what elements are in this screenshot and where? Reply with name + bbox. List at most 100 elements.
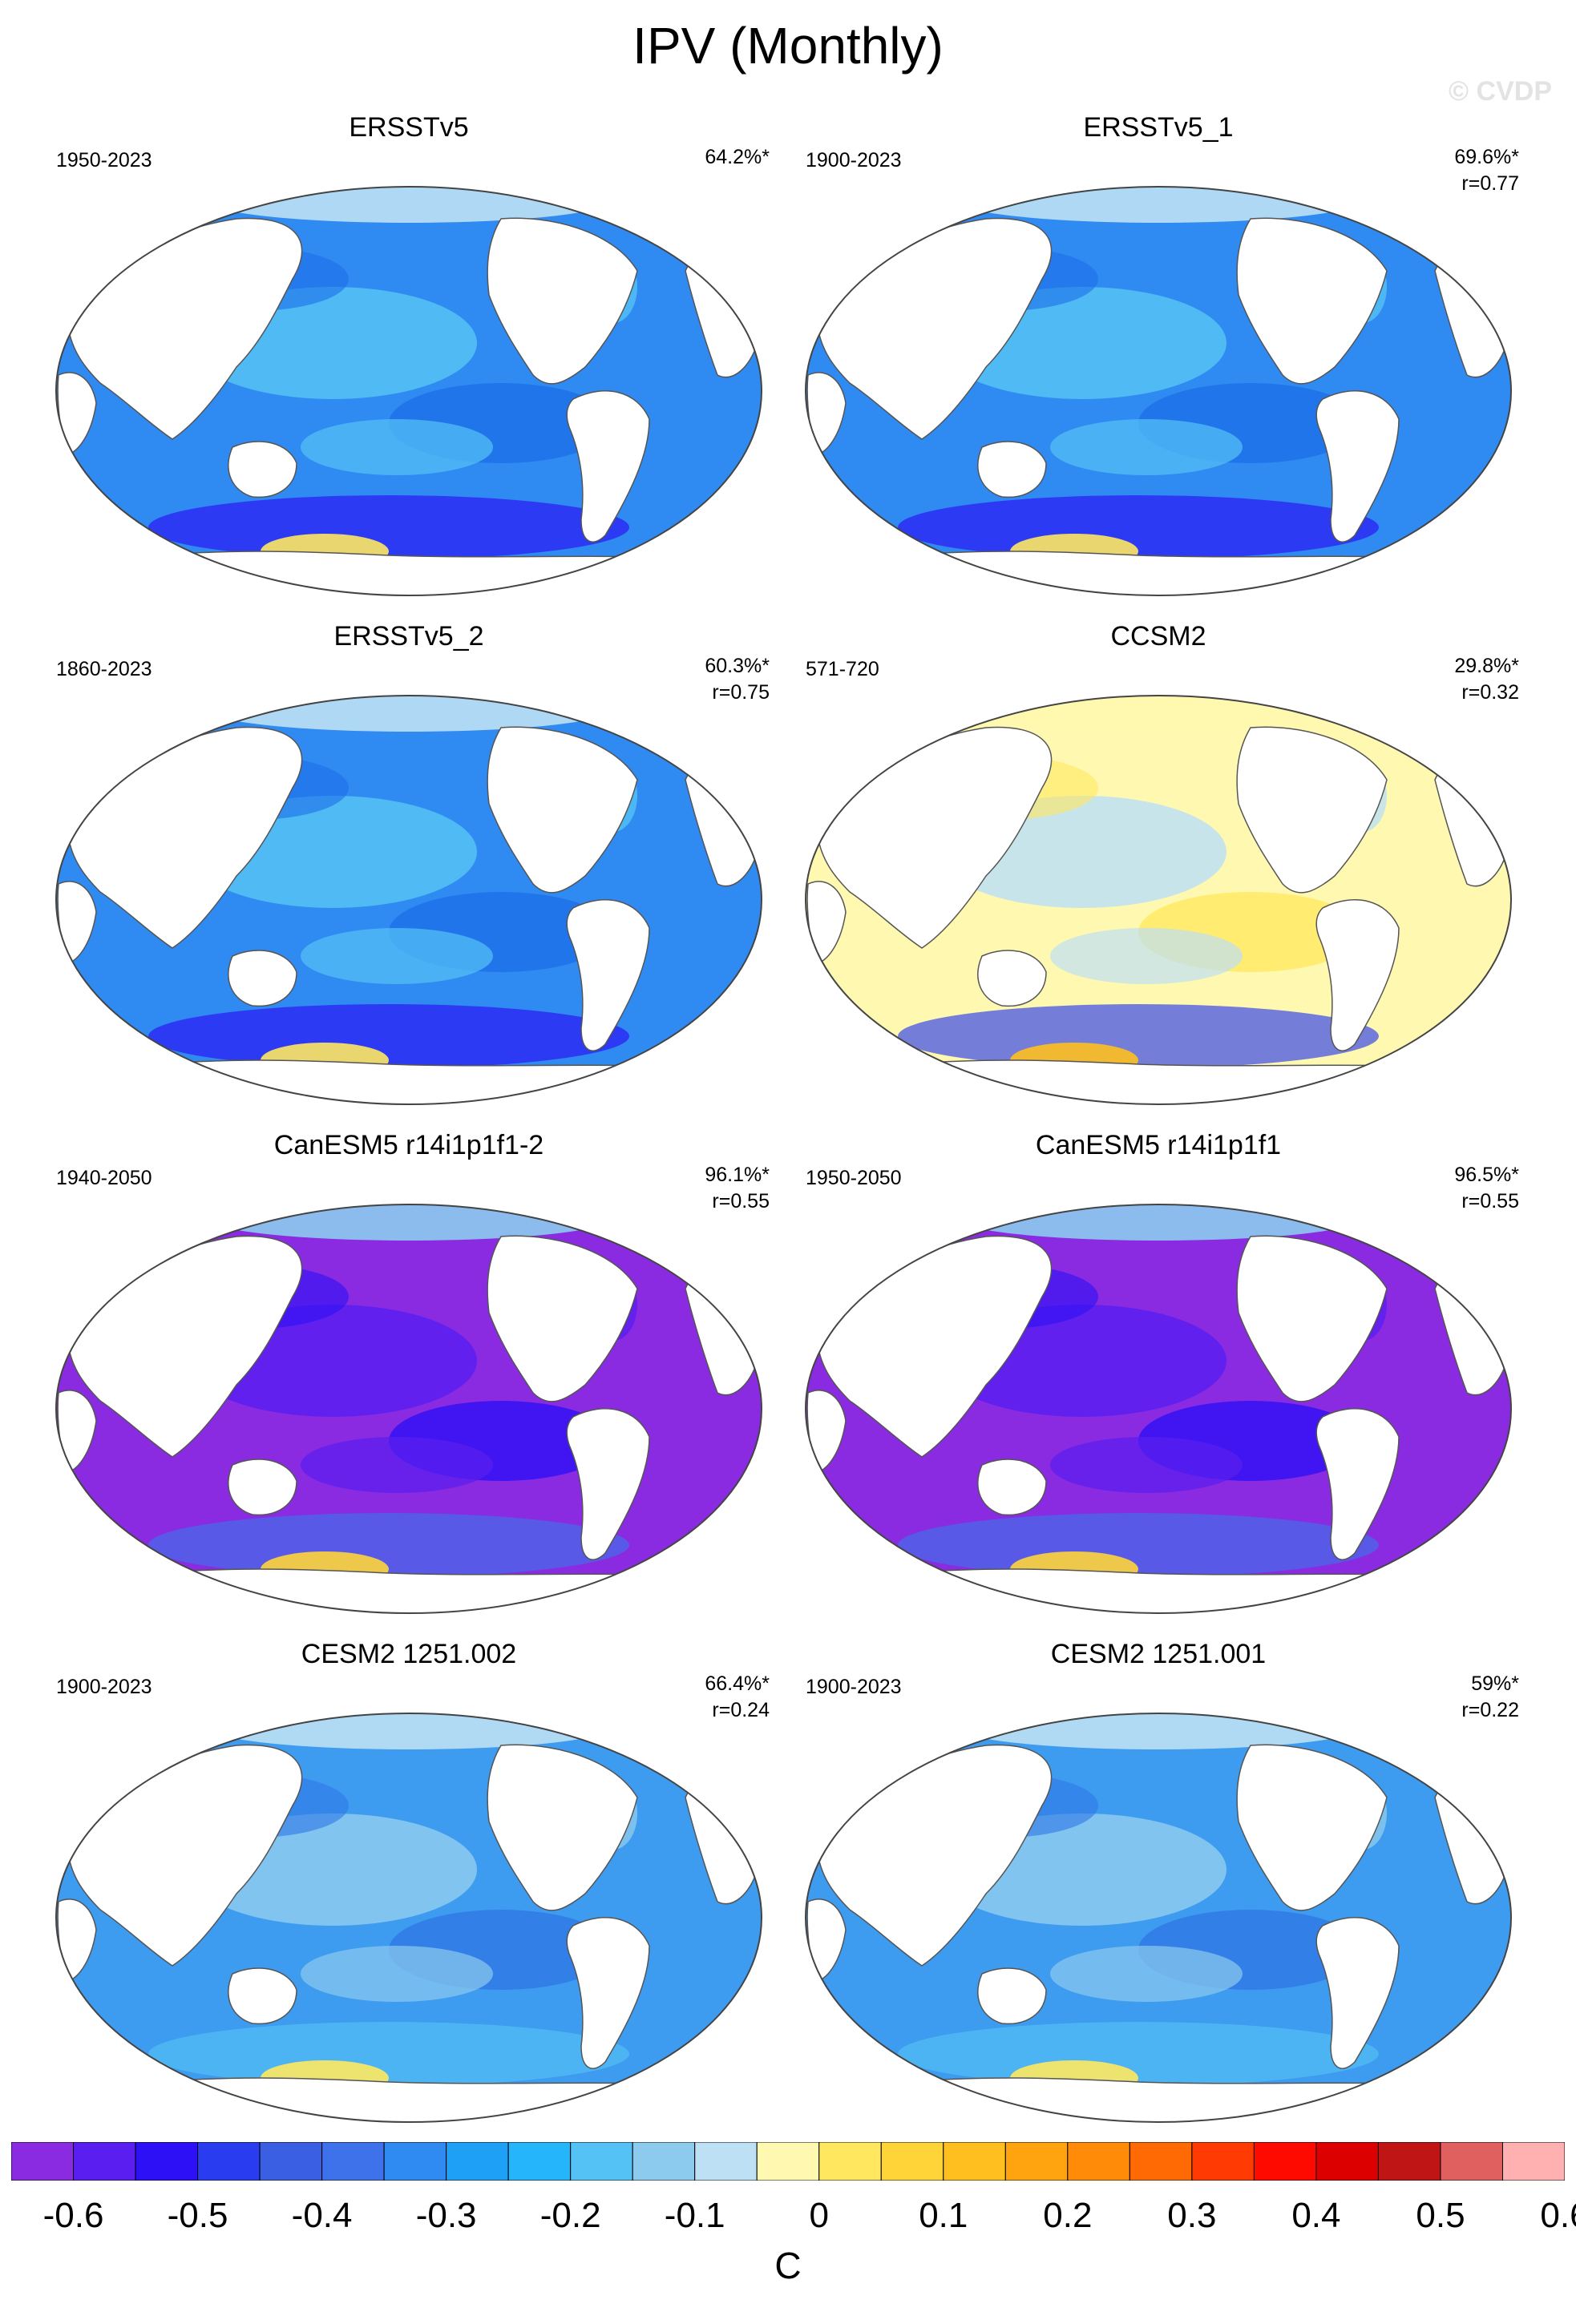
panel-stats: 96.1%* r=0.55	[705, 1162, 770, 1215]
anomaly-region	[148, 1513, 629, 1577]
ocean-field	[806, 1204, 1511, 1613]
colorbar-segment	[818, 2142, 882, 2181]
map-outline	[805, 1204, 1512, 1614]
panel-correlation: r=0.77	[1461, 172, 1519, 195]
ocean-field	[806, 1713, 1511, 2122]
colorbar-segment	[259, 2142, 323, 2181]
australia-landmass	[228, 950, 297, 1007]
panel-correlation: r=0.55	[1461, 1190, 1519, 1212]
panel-stats: 96.5%* r=0.55	[1454, 1162, 1519, 1215]
africa-landmass	[57, 1390, 97, 1474]
ocean-field	[56, 1713, 762, 2122]
world-map	[805, 186, 1512, 596]
panel-correlation: r=0.24	[712, 1699, 770, 1721]
colorbar-segment	[446, 2142, 509, 2181]
panel-title: CESM2 1251.002	[301, 1639, 517, 1669]
map-outline	[805, 1713, 1512, 2123]
north-america-landmass	[487, 1235, 638, 1402]
map-outline	[55, 1713, 762, 2123]
map-outline	[55, 695, 762, 1105]
colorbar-segment	[1191, 2142, 1255, 2181]
panel-stats: 29.8%* r=0.32	[1454, 653, 1519, 706]
colorbar-tick-label: 0.2	[1043, 2196, 1093, 2235]
panel-years: 571-720	[806, 658, 879, 680]
map-panel: CESM2 1251.001 1900-2023 59%* r=0.22	[782, 1639, 1535, 2136]
world-map	[805, 695, 1512, 1105]
world-map	[55, 1204, 762, 1614]
africa-landmass	[57, 372, 97, 456]
panel-percent: 69.6%*	[1454, 146, 1519, 168]
colorbar-segment	[11, 2142, 75, 2181]
map-panel: CCSM2 571-720 29.8%* r=0.32	[782, 621, 1535, 1118]
map-panel: CESM2 1251.002 1900-2023 66.4%* r=0.24	[32, 1639, 786, 2136]
colorbar-segment	[756, 2142, 820, 2181]
cvdp-watermark: © CVDP	[1449, 76, 1552, 107]
africa-landmass	[57, 881, 97, 965]
anomaly-region	[148, 495, 629, 559]
colorbar-tick-label: -0.4	[291, 2196, 353, 2235]
colorbar-segment	[1253, 2142, 1317, 2181]
anomaly-region	[950, 1713, 1367, 1749]
panel-percent: 29.8%*	[1454, 655, 1519, 677]
colorbar	[11, 2142, 1565, 2181]
panel-title: ERSSTv5	[349, 112, 469, 143]
map-panel: ERSSTv5 1950-2023 64.2%*	[32, 112, 786, 609]
colorbar-segment	[880, 2142, 944, 2181]
ocean-field	[56, 1204, 762, 1613]
ocean-field	[806, 696, 1511, 1104]
figure-title: IPV (Monthly)	[632, 17, 944, 75]
ocean-field	[56, 187, 762, 595]
north-america-landmass	[487, 1744, 638, 1911]
ocean-field	[806, 187, 1511, 595]
anomaly-region	[898, 2022, 1379, 2086]
anomaly-region	[1050, 419, 1243, 475]
colorbar-tick-label: 0.3	[1167, 2196, 1217, 2235]
anomaly-region	[950, 696, 1367, 732]
north-america-landmass	[1236, 217, 1388, 385]
colorbar-tick-label: -0.5	[167, 2196, 228, 2235]
colorbar-segment	[1377, 2142, 1441, 2181]
anomaly-region	[200, 187, 617, 223]
panel-stats: 66.4%* r=0.24	[705, 1671, 770, 1724]
anomaly-region	[301, 1437, 493, 1493]
colorbar-labels: -0.6 -0.5 -0.4 -0.3 -0.2 -0.1 0 0.1 0.2 0.3 0.4 0.5…	[0, 2196, 1576, 2244]
panel-title: CanESM5 r14i1p1f1	[1035, 1130, 1282, 1160]
australia-landmass	[977, 1967, 1047, 2025]
panel-years: 1940-2050	[56, 1167, 152, 1189]
colorbar-tick-label: -0.6	[42, 2196, 104, 2235]
south-america-landmass	[566, 1408, 650, 1560]
panel-correlation: r=0.55	[712, 1190, 770, 1212]
south-america-landmass	[1315, 1408, 1400, 1560]
antarctica-landmass	[871, 1059, 1444, 1104]
antarctica-landmass	[122, 1568, 694, 1613]
panel-stats: 69.6%* r=0.77	[1454, 144, 1519, 197]
anomaly-region	[950, 1204, 1367, 1241]
colorbar-segment	[632, 2142, 696, 2181]
panel-correlation: r=0.75	[712, 681, 770, 704]
colorbar-segment	[943, 2142, 1006, 2181]
colorbar-segment	[1004, 2142, 1069, 2181]
colorbar-segment	[1067, 2142, 1130, 2181]
colorbar-tick-label: 0.1	[919, 2196, 968, 2235]
panel-percent: 59%*	[1471, 1672, 1519, 1695]
antarctica-landmass	[871, 1568, 1444, 1613]
colorbar-tick-label: -0.2	[539, 2196, 601, 2235]
panel-years: 1900-2023	[56, 1676, 152, 1698]
map-outline	[805, 695, 1512, 1105]
colorbar-segment	[1315, 2142, 1379, 2181]
panel-title: CCSM2	[1110, 621, 1206, 652]
colorbar-segment	[321, 2142, 385, 2181]
panel-percent: 96.1%*	[705, 1164, 770, 1186]
panel-percent: 64.2%*	[705, 146, 770, 168]
anomaly-region	[898, 1004, 1379, 1068]
australia-landmass	[977, 441, 1047, 498]
south-america-landmass	[566, 390, 650, 543]
colorbar-segment	[1129, 2142, 1193, 2181]
anomaly-region	[1050, 1946, 1243, 2002]
australia-landmass	[977, 950, 1047, 1007]
anomaly-region	[301, 1946, 493, 2002]
south-america-landmass	[1315, 390, 1400, 543]
colorbar-tick-label: 0.6	[1540, 2196, 1576, 2235]
map-panel: CanESM5 r14i1p1f1-2 1940-2050 96.1%* r=0.55	[32, 1130, 786, 1627]
map-panel: ERSSTv5_1 1900-2023 69.6%* r=0.77	[782, 112, 1535, 609]
